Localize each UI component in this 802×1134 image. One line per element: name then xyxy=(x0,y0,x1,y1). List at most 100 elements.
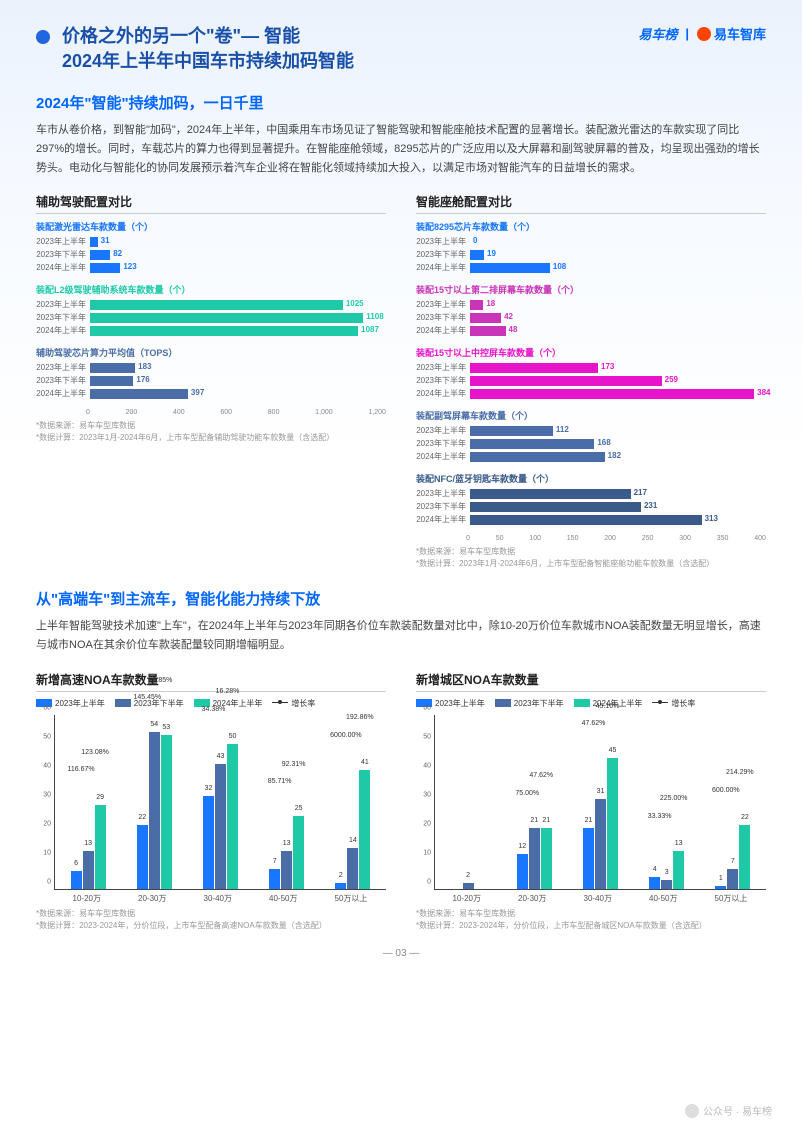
hbar-group: 装配8295芯片车款数量（个） 2023年上半年 0 2023年下半年 19 2… xyxy=(416,220,766,273)
x-axis-labels: 10-20万20-30万30-40万40-50万50万以上 xyxy=(54,893,386,904)
vbar: 13 xyxy=(673,851,684,889)
brand-logos: 易车榜 | 易车智库 xyxy=(638,24,766,43)
hbar-value: 183 xyxy=(135,362,151,371)
pct-label: 45.16% xyxy=(596,703,620,710)
hbar-group-title: 装配8295芯片车款数量（个） xyxy=(416,220,766,233)
bar-group: 2 xyxy=(451,715,486,889)
hbar-value: 82 xyxy=(110,249,122,258)
vbar-value: 6 xyxy=(74,860,78,867)
bar-group: 32435034.38%16.28% xyxy=(203,715,238,889)
hbar-label: 2023年上半年 xyxy=(416,362,470,373)
pct-label: 16.28% xyxy=(216,688,240,695)
hbar-fill: 182 xyxy=(470,452,605,462)
hbar-fill: 108 xyxy=(470,263,550,273)
chart-title: 新增高速NOA车款数量 xyxy=(36,671,386,692)
chart-highway-noa: 新增高速NOA车款数量2023年上半年2023年下半年2024年上半年增长率01… xyxy=(36,671,386,932)
vbar: 7 xyxy=(269,869,280,889)
hbar-label: 2023年下半年 xyxy=(416,375,470,386)
hbar-fill: 259 xyxy=(470,376,662,386)
section2-title: 从"高端车"到主流车，智能化能力持续下放 xyxy=(36,588,766,609)
hbar-fill: 231 xyxy=(470,502,641,512)
x-axis-labels: 10-20万20-30万30-40万40-50万50万以上 xyxy=(434,893,766,904)
hbar-value: 19 xyxy=(484,249,496,258)
hbar-value: 18 xyxy=(483,299,495,308)
vbar-value: 54 xyxy=(150,721,158,728)
vbar: 6 xyxy=(71,871,82,888)
vbar: 7 xyxy=(727,869,738,889)
page-title-2: 2024年上半年中国车市持续加码智能 xyxy=(62,49,626,74)
hbar-value: 0 xyxy=(470,236,477,245)
vbar-value: 7 xyxy=(273,858,277,865)
vbar: 4 xyxy=(649,877,660,889)
hbar-value: 1025 xyxy=(343,299,364,308)
hbar-group: 装配副驾屏幕车款数量（个） 2023年上半年 112 2023年下半年 168 … xyxy=(416,409,766,462)
page-number: — 03 — xyxy=(36,948,766,959)
hbar-label: 2024年上半年 xyxy=(416,451,470,462)
hbar-row: 2023年上半年 31 xyxy=(36,236,386,247)
hbar-row: 2023年下半年 168 xyxy=(416,438,766,449)
hbar-fill: 1087 xyxy=(90,326,358,336)
vbar: 25 xyxy=(293,816,304,889)
vbar: 1 xyxy=(715,886,726,889)
hbar-label: 2024年上半年 xyxy=(416,514,470,525)
hbar-value: 173 xyxy=(598,362,614,371)
hbar-row: 2023年下半年 19 xyxy=(416,249,766,260)
chart-legend: 2023年上半年2023年下半年2024年上半年增长率 xyxy=(416,698,766,709)
chart-title: 辅助驾驶配置对比 xyxy=(36,193,386,214)
hbar-group-title: 辅助驾驶芯片算力平均值（TOPS） xyxy=(36,346,386,359)
vbar-value: 53 xyxy=(162,724,170,731)
vbar-value: 2 xyxy=(466,872,470,879)
vbar: 54 xyxy=(149,732,160,889)
page-header: 价格之外的另一个"卷"— 智能 2024年上半年中国车市持续加码智能 易车榜 |… xyxy=(36,24,766,74)
logo-separator: | xyxy=(685,26,689,41)
hbar-value: 108 xyxy=(550,262,566,271)
hbar-row: 2024年上半年 182 xyxy=(416,451,766,462)
hbar-row: 2023年上半年 18 xyxy=(416,299,766,310)
legend-line-icon xyxy=(272,699,288,707)
grouped-charts-row: 新增高速NOA车款数量 2023年上半年2023年下半年2024年上半年增长率 01… xyxy=(36,671,766,932)
hbar-value: 182 xyxy=(605,451,621,460)
pct-label: 214.29% xyxy=(726,769,754,776)
hbar-label: 2024年上半年 xyxy=(416,325,470,336)
hbar-fill: 42 xyxy=(470,313,501,323)
vbar-value: 25 xyxy=(295,805,303,812)
vbar-value: 7 xyxy=(731,858,735,865)
vbar-value: 2 xyxy=(339,872,343,879)
pct-label: 34.38% xyxy=(202,706,226,713)
vbar: 3 xyxy=(661,880,672,889)
bar-group: 225453145.45%-1.85% xyxy=(137,715,172,889)
vbar-value: 14 xyxy=(349,837,357,844)
hbar-label: 2023年上半年 xyxy=(36,362,90,373)
vbar: 50 xyxy=(227,744,238,889)
hbar-value: 384 xyxy=(754,388,770,397)
vbar: 22 xyxy=(137,825,148,889)
hbar-row: 2024年上半年 48 xyxy=(416,325,766,336)
hbar-fill: 183 xyxy=(90,363,135,373)
y-axis: 0102030405060 xyxy=(417,715,431,889)
plot-area: 0102030405060212212175.00%47.62%21314547… xyxy=(434,715,766,890)
x-axis-ticks: 02004006008001,0001,200 xyxy=(86,409,386,416)
chart-footnote: *数据来源：易车车型库数据*数据计算：2023年1月-2024年6月，上市车型配… xyxy=(416,546,766,570)
hbar-group: 装配15寸以上中控屏车款数量（个） 2023年上半年 173 2023年下半年 … xyxy=(416,346,766,399)
hbar-value: 48 xyxy=(506,325,518,334)
bar-group: 7132585.71%92.31% xyxy=(269,715,304,889)
hbar-row: 2024年上半年 123 xyxy=(36,262,386,273)
hbar-fill: 173 xyxy=(470,363,598,373)
pct-label: 145.45% xyxy=(133,694,161,701)
vbar-value: 41 xyxy=(361,759,369,766)
vbar: 14 xyxy=(347,848,358,889)
vbar-value: 45 xyxy=(609,747,617,754)
chart-smart-cabin: 智能座舱配置对比 装配8295芯片车款数量（个） 2023年上半年 0 2023… xyxy=(416,193,766,570)
vbar-value: 21 xyxy=(542,817,550,824)
hbar-value: 397 xyxy=(188,388,204,397)
pct-label: 75.00% xyxy=(515,790,539,797)
bar-groups: 212212175.00%47.62%21314547.62%45.16%431… xyxy=(435,715,766,889)
hbar-value: 168 xyxy=(594,438,610,447)
vbar-value: 22 xyxy=(741,814,749,821)
hbar-label: 2023年下半年 xyxy=(36,249,90,260)
vbar-value: 21 xyxy=(530,817,538,824)
vbar: 22 xyxy=(739,825,750,889)
vbar-value: 4 xyxy=(653,866,657,873)
hbar-row: 2023年上半年 0 xyxy=(416,236,766,247)
hbar-label: 2023年上半年 xyxy=(416,488,470,499)
